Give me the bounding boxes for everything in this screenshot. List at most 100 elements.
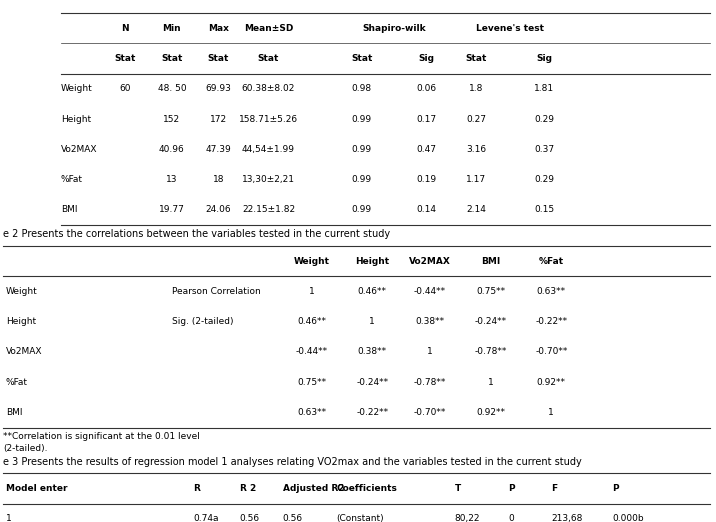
Text: Sig: Sig bbox=[418, 54, 434, 63]
Text: 0.47: 0.47 bbox=[416, 145, 436, 154]
Text: Weight: Weight bbox=[6, 287, 37, 296]
Text: 0.19: 0.19 bbox=[416, 175, 436, 184]
Text: Sig. (2-tailed): Sig. (2-tailed) bbox=[172, 317, 233, 326]
Text: Coefficients: Coefficients bbox=[337, 484, 397, 493]
Text: 1.8: 1.8 bbox=[469, 84, 483, 93]
Text: -0.22**: -0.22** bbox=[357, 408, 388, 417]
Text: 3.16: 3.16 bbox=[466, 145, 486, 154]
Text: Levene's test: Levene's test bbox=[476, 23, 544, 33]
Text: 2.14: 2.14 bbox=[466, 205, 486, 215]
Text: -0.44**: -0.44** bbox=[296, 347, 327, 357]
Text: 1: 1 bbox=[488, 377, 493, 387]
Text: N: N bbox=[122, 23, 129, 33]
Text: 13: 13 bbox=[166, 175, 178, 184]
Text: Stat: Stat bbox=[115, 54, 136, 63]
Text: -0.22**: -0.22** bbox=[536, 317, 567, 326]
Text: **Correlation is significant at the 0.01 level: **Correlation is significant at the 0.01… bbox=[3, 432, 200, 442]
Text: 1.17: 1.17 bbox=[466, 175, 486, 184]
Text: 1: 1 bbox=[309, 287, 314, 296]
Text: 1: 1 bbox=[427, 347, 432, 357]
Text: 152: 152 bbox=[163, 114, 180, 124]
Text: Height: Height bbox=[61, 114, 91, 124]
Text: 0.56: 0.56 bbox=[240, 514, 260, 522]
Text: 0.99: 0.99 bbox=[352, 205, 372, 215]
Text: Vo2MAX: Vo2MAX bbox=[409, 256, 450, 266]
Text: 0.000b: 0.000b bbox=[612, 514, 644, 522]
Text: 1: 1 bbox=[369, 317, 375, 326]
Text: 80,22: 80,22 bbox=[455, 514, 480, 522]
Text: 19.77: 19.77 bbox=[159, 205, 185, 215]
Text: 0.38**: 0.38** bbox=[358, 347, 387, 357]
Text: Max: Max bbox=[208, 23, 229, 33]
Text: 0.29: 0.29 bbox=[534, 175, 554, 184]
Text: 47.39: 47.39 bbox=[205, 145, 231, 154]
Text: Adjusted R2: Adjusted R2 bbox=[283, 484, 344, 493]
Text: (Constant): (Constant) bbox=[337, 514, 384, 522]
Text: 0.92**: 0.92** bbox=[537, 377, 566, 387]
Text: BMI: BMI bbox=[6, 408, 22, 417]
Text: Min: Min bbox=[163, 23, 181, 33]
Text: Height: Height bbox=[355, 256, 390, 266]
Text: 0.06: 0.06 bbox=[416, 84, 436, 93]
Text: 0.56: 0.56 bbox=[283, 514, 303, 522]
Text: 172: 172 bbox=[210, 114, 227, 124]
Text: 1.81: 1.81 bbox=[534, 84, 554, 93]
Text: 1: 1 bbox=[548, 408, 554, 417]
Text: Stat: Stat bbox=[465, 54, 487, 63]
Text: 0.38**: 0.38** bbox=[415, 317, 444, 326]
Text: 0.75**: 0.75** bbox=[297, 377, 326, 387]
Text: -0.78**: -0.78** bbox=[474, 347, 507, 357]
Text: 24.06: 24.06 bbox=[205, 205, 231, 215]
Text: -0.78**: -0.78** bbox=[413, 377, 446, 387]
Text: e 2 Presents the correlations between the variables tested in the current study: e 2 Presents the correlations between th… bbox=[3, 229, 390, 240]
Text: -0.44**: -0.44** bbox=[414, 287, 445, 296]
Text: 0.98: 0.98 bbox=[352, 84, 372, 93]
Text: 48. 50: 48. 50 bbox=[158, 84, 186, 93]
Text: Sig: Sig bbox=[536, 54, 552, 63]
Text: 0.15: 0.15 bbox=[534, 205, 554, 215]
Text: Model enter: Model enter bbox=[6, 484, 67, 493]
Text: -0.70**: -0.70** bbox=[413, 408, 446, 417]
Text: R: R bbox=[193, 484, 200, 493]
Text: 1: 1 bbox=[6, 514, 11, 522]
Text: %Fat: %Fat bbox=[61, 175, 83, 184]
Text: 0.99: 0.99 bbox=[352, 145, 372, 154]
Text: R 2: R 2 bbox=[240, 484, 256, 493]
Text: 0.27: 0.27 bbox=[466, 114, 486, 124]
Text: Weight: Weight bbox=[61, 84, 92, 93]
Text: 158.71±5.26: 158.71±5.26 bbox=[239, 114, 298, 124]
Text: Mean±SD: Mean±SD bbox=[244, 23, 293, 33]
Text: Height: Height bbox=[6, 317, 36, 326]
Text: 0.37: 0.37 bbox=[534, 145, 554, 154]
Text: Stat: Stat bbox=[161, 54, 183, 63]
Text: 18: 18 bbox=[213, 175, 224, 184]
Text: F: F bbox=[551, 484, 558, 493]
Text: Stat: Stat bbox=[208, 54, 229, 63]
Text: 60.38±8.02: 60.38±8.02 bbox=[242, 84, 295, 93]
Text: BMI: BMI bbox=[61, 205, 77, 215]
Text: P: P bbox=[612, 484, 619, 493]
Text: 0.75**: 0.75** bbox=[476, 287, 505, 296]
Text: Vo2MAX: Vo2MAX bbox=[61, 145, 97, 154]
Text: 213,68: 213,68 bbox=[551, 514, 583, 522]
Text: Weight: Weight bbox=[294, 256, 329, 266]
Text: 44,54±1.99: 44,54±1.99 bbox=[242, 145, 295, 154]
Text: %Fat: %Fat bbox=[6, 377, 28, 387]
Text: 22.15±1.82: 22.15±1.82 bbox=[242, 205, 295, 215]
Text: -0.70**: -0.70** bbox=[535, 347, 568, 357]
Text: %Fat: %Fat bbox=[538, 256, 564, 266]
Text: BMI: BMI bbox=[481, 256, 500, 266]
Text: e 3 Presents the results of regression model 1 analyses relating VO2max and the : e 3 Presents the results of regression m… bbox=[3, 457, 581, 467]
Text: Pearson Correlation: Pearson Correlation bbox=[172, 287, 261, 296]
Text: 0: 0 bbox=[508, 514, 514, 522]
Text: 0.99: 0.99 bbox=[352, 175, 372, 184]
Text: 0.63**: 0.63** bbox=[537, 287, 566, 296]
Text: 40.96: 40.96 bbox=[159, 145, 185, 154]
Text: -0.24**: -0.24** bbox=[357, 377, 388, 387]
Text: -0.24**: -0.24** bbox=[475, 317, 506, 326]
Text: 69.93: 69.93 bbox=[205, 84, 231, 93]
Text: 0.46**: 0.46** bbox=[297, 317, 326, 326]
Text: Stat: Stat bbox=[351, 54, 372, 63]
Text: 0.92**: 0.92** bbox=[476, 408, 505, 417]
Text: T: T bbox=[455, 484, 461, 493]
